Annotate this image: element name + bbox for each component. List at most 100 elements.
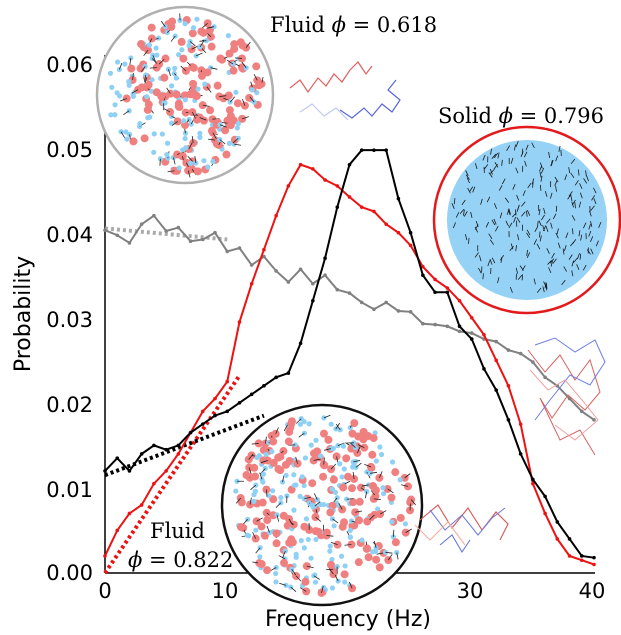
velocity-arrow (132, 72, 134, 81)
velocity-arrow (295, 456, 298, 464)
velocity-arrow (189, 41, 196, 47)
particle (172, 90, 181, 99)
velocity-arrow (557, 242, 561, 249)
velocity-arrow (168, 69, 171, 77)
data-point (139, 222, 144, 226)
particle (201, 158, 207, 164)
data-point (225, 409, 230, 414)
particle (291, 472, 297, 478)
data-point (579, 558, 584, 563)
particle (301, 482, 307, 489)
phi-symbol: ϕ (499, 104, 513, 128)
particle (369, 434, 378, 443)
velocity-arrow (524, 160, 527, 167)
velocity-arrow (570, 172, 575, 179)
particle (350, 419, 359, 428)
particle (129, 137, 138, 146)
particle (251, 498, 257, 504)
velocity-arrow (583, 222, 587, 229)
particle (288, 538, 297, 547)
particle (189, 79, 198, 88)
data-point (518, 452, 523, 456)
data-point (164, 447, 168, 452)
velocity-arrow (526, 232, 531, 239)
velocity-arrow (348, 581, 353, 589)
particle (257, 554, 263, 560)
velocity-arrow (191, 45, 199, 50)
velocity-arrow (539, 235, 542, 242)
velocity-arrow (546, 248, 550, 254)
velocity-arrow (242, 519, 248, 525)
data-point (421, 264, 425, 269)
particle (179, 54, 188, 63)
particle (355, 497, 364, 506)
velocity-arrow (187, 170, 191, 178)
velocity-arrow (598, 221, 602, 228)
velocity-arrow (544, 191, 548, 198)
velocity-arrow (282, 475, 285, 483)
data-point (408, 243, 413, 248)
particle (338, 553, 345, 559)
velocity-arrow (469, 186, 474, 192)
data-point (286, 280, 291, 284)
velocity-arrow (364, 491, 368, 499)
velocity-arrow (313, 575, 320, 580)
particle (276, 452, 285, 461)
velocity-arrow (249, 96, 255, 103)
particle (256, 453, 262, 459)
velocity-arrow (465, 234, 468, 241)
velocity-arrow (523, 151, 528, 158)
data-point (396, 230, 401, 235)
velocity-arrow (291, 569, 297, 576)
velocity-arrow (173, 157, 176, 165)
data-point (359, 300, 364, 305)
particle (112, 102, 118, 108)
velocity-arrow (494, 225, 499, 232)
data-point (506, 418, 511, 422)
velocity-arrow (187, 155, 193, 162)
data-point (152, 213, 156, 218)
particle (326, 508, 335, 517)
data-point (249, 263, 254, 267)
particle (108, 112, 114, 118)
velocity-arrow (459, 208, 465, 215)
velocity-arrow (167, 170, 175, 173)
velocity-arrow (571, 199, 576, 206)
particle (195, 86, 201, 92)
velocity-arrow (376, 552, 384, 555)
particle (224, 91, 233, 100)
data-point (335, 184, 340, 188)
velocity-arrow (549, 258, 555, 264)
particle (389, 459, 396, 465)
velocity-arrow (143, 49, 149, 56)
particle (144, 94, 150, 100)
velocity-arrow (195, 52, 203, 57)
particle (340, 443, 347, 449)
velocity-arrow (202, 104, 210, 107)
trajectory-right (527, 337, 606, 456)
data-point (396, 196, 401, 201)
velocity-arrow (202, 22, 208, 29)
data-point (433, 277, 437, 282)
fit-line-2 (104, 413, 265, 478)
velocity-arrow (337, 442, 345, 446)
velocity-arrow (577, 169, 580, 176)
velocity-arrow (353, 460, 361, 463)
velocity-arrow (475, 221, 479, 227)
velocity-arrow (120, 131, 125, 138)
particle (372, 555, 381, 564)
particle (328, 421, 334, 427)
particle (250, 463, 259, 472)
velocity-arrow (545, 226, 549, 232)
annotation-solid-0796: Solid ϕ = 0.796 (438, 104, 604, 128)
velocity-arrow (235, 497, 242, 504)
velocity-arrow (324, 448, 332, 451)
velocity-arrow (478, 267, 482, 274)
velocity-arrow (151, 58, 158, 64)
velocity-arrow (229, 96, 236, 103)
particle (197, 44, 203, 50)
velocity-arrow (357, 446, 361, 454)
velocity-arrow (144, 77, 148, 84)
data-point (311, 167, 315, 171)
velocity-arrow (571, 270, 574, 277)
